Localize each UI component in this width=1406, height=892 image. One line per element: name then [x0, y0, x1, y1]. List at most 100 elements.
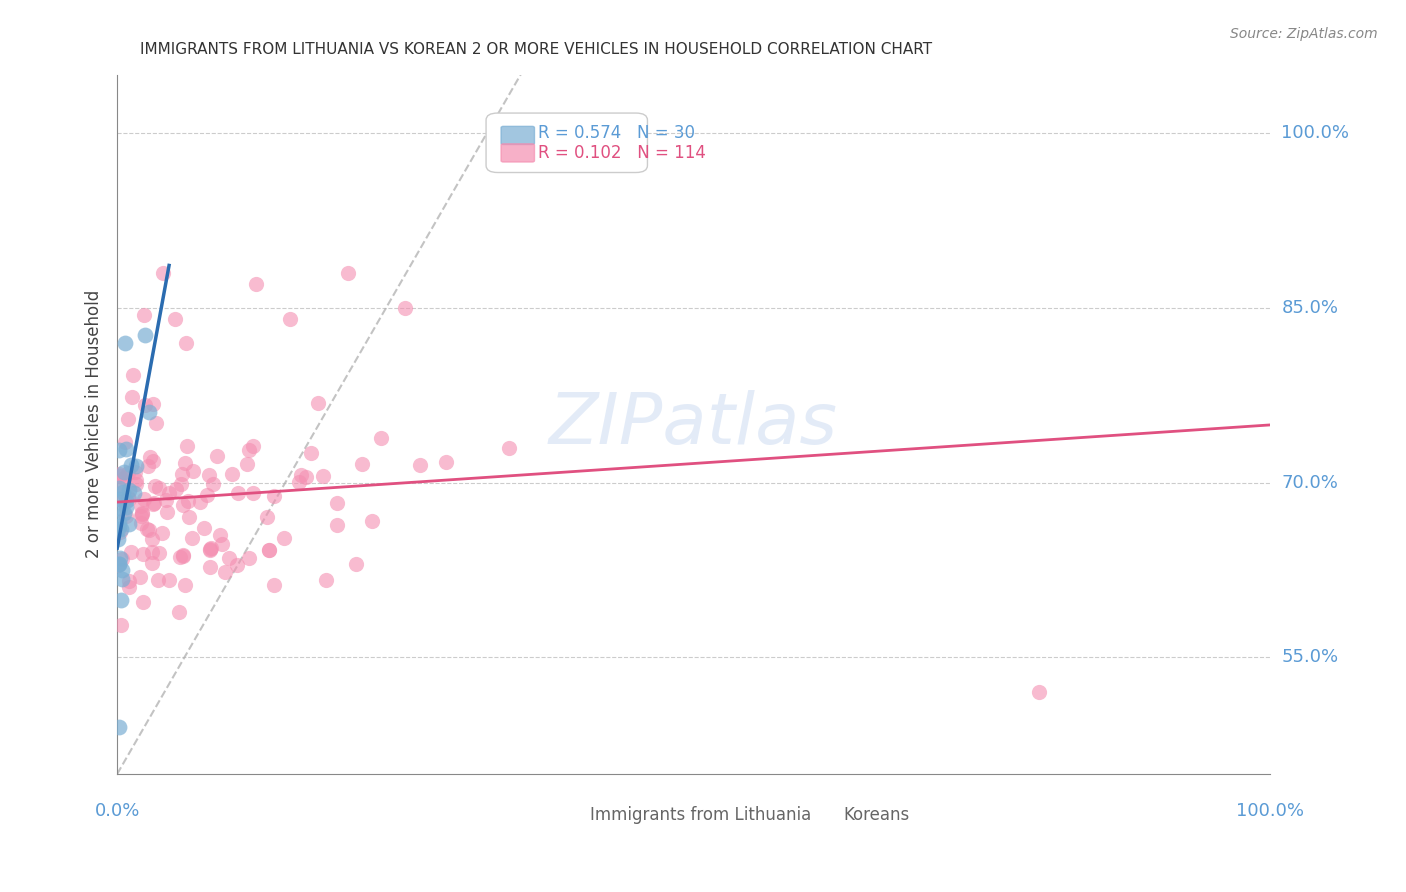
Point	[181, 464, 204, 478]
Point	[111, 485, 134, 500]
Point	[108, 524, 131, 539]
Point	[180, 531, 202, 545]
Point	[143, 496, 166, 510]
Point	[409, 458, 432, 472]
Point	[370, 431, 392, 445]
Point	[167, 605, 190, 619]
Point	[188, 495, 211, 509]
Point	[273, 531, 295, 545]
Point	[132, 491, 155, 506]
Point	[136, 522, 159, 536]
Point	[242, 439, 264, 453]
Point	[110, 618, 132, 632]
Point	[117, 517, 139, 532]
Point	[218, 551, 240, 566]
Text: 85.0%: 85.0%	[1281, 299, 1339, 317]
Point	[145, 416, 167, 430]
Point	[360, 514, 382, 528]
Point	[120, 545, 142, 559]
Point	[118, 492, 141, 507]
Point	[107, 522, 129, 536]
Point	[498, 441, 520, 455]
Point	[156, 505, 179, 519]
Point	[117, 490, 139, 504]
Point	[112, 493, 135, 508]
Point	[307, 396, 329, 410]
Point	[350, 457, 373, 471]
Point	[132, 308, 155, 322]
Point	[110, 522, 132, 536]
Text: ZIPatlas: ZIPatlas	[550, 390, 838, 458]
Point	[195, 488, 218, 502]
Point	[110, 592, 132, 607]
Point	[115, 509, 138, 524]
Point	[125, 477, 148, 491]
Point	[200, 541, 222, 556]
Point	[107, 467, 129, 482]
Point	[174, 456, 197, 470]
Point	[236, 457, 259, 471]
Point	[114, 435, 136, 450]
Point	[110, 501, 132, 516]
Point	[256, 510, 278, 524]
Point	[107, 557, 129, 571]
Point	[115, 500, 138, 515]
Point	[107, 442, 129, 457]
Point	[245, 277, 267, 292]
Point	[326, 496, 349, 510]
Point	[110, 551, 132, 566]
Text: 100.0%: 100.0%	[1281, 124, 1350, 142]
Point	[238, 443, 260, 458]
Point	[141, 533, 163, 547]
Point	[114, 494, 136, 508]
Point	[141, 556, 163, 570]
Point	[108, 492, 131, 507]
Point	[344, 557, 367, 571]
Point	[114, 335, 136, 350]
Point	[118, 483, 141, 497]
Point	[131, 507, 153, 521]
Point	[114, 442, 136, 456]
Point	[117, 581, 139, 595]
FancyBboxPatch shape	[501, 144, 534, 162]
Point	[111, 572, 134, 586]
Point	[157, 486, 180, 500]
Point	[200, 543, 222, 558]
Point	[129, 570, 152, 584]
Point	[177, 494, 200, 508]
Text: 100.0%: 100.0%	[1236, 802, 1303, 820]
FancyBboxPatch shape	[486, 113, 647, 172]
Point	[226, 558, 249, 572]
Point	[138, 523, 160, 537]
Point	[136, 459, 159, 474]
Text: 55.0%: 55.0%	[1281, 648, 1339, 666]
Point	[242, 486, 264, 500]
FancyBboxPatch shape	[501, 127, 534, 145]
Point	[112, 470, 135, 484]
Point	[132, 594, 155, 608]
Point	[238, 551, 260, 566]
Text: IMMIGRANTS FROM LITHUANIA VS KOREAN 2 OR MORE VEHICLES IN HOUSEHOLD CORRELATION : IMMIGRANTS FROM LITHUANIA VS KOREAN 2 OR…	[141, 42, 932, 57]
Point	[129, 509, 152, 524]
Point	[336, 266, 359, 280]
Point	[107, 533, 129, 547]
Point	[163, 312, 186, 326]
Text: Koreans: Koreans	[844, 806, 910, 824]
Point	[108, 557, 131, 571]
Point	[198, 560, 221, 574]
Point	[122, 486, 145, 500]
Point	[172, 549, 194, 563]
Point	[108, 515, 131, 529]
Point	[125, 473, 148, 487]
Point	[134, 399, 156, 413]
Text: R = 0.574   N = 30: R = 0.574 N = 30	[538, 124, 695, 142]
Point	[263, 489, 285, 503]
Point	[315, 573, 337, 587]
Text: 70.0%: 70.0%	[1281, 474, 1339, 491]
Point	[112, 506, 135, 520]
Point	[201, 477, 224, 491]
Point	[152, 266, 174, 280]
Point	[142, 396, 165, 410]
Point	[299, 446, 322, 460]
Point	[142, 497, 165, 511]
